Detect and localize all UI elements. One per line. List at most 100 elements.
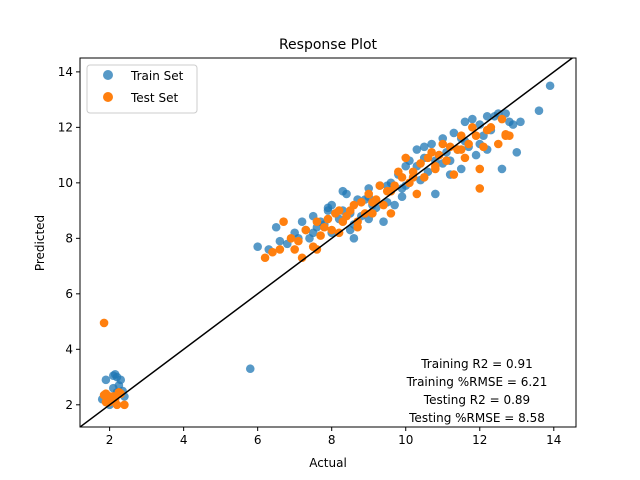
- train-point: [460, 117, 470, 127]
- test-point: [445, 142, 455, 152]
- x-tick-label: 14: [546, 433, 561, 447]
- train-point: [275, 236, 285, 246]
- train-point: [390, 200, 399, 210]
- plot-frame: [79, 57, 577, 428]
- test-point: [434, 150, 444, 160]
- train-point: [116, 375, 126, 385]
- y-tick-label: 14: [58, 65, 73, 79]
- test-point: [99, 318, 109, 328]
- train-point: [397, 192, 407, 202]
- test-point: [312, 217, 322, 226]
- test-set-points: [99, 114, 514, 410]
- test-point: [319, 222, 329, 232]
- test-point: [294, 236, 303, 246]
- train-point: [468, 114, 477, 124]
- y-tick-label: 2: [65, 398, 73, 412]
- x-tick-label: 10: [398, 433, 413, 447]
- x-axis: 2 4 6 8 10 12 14: [106, 427, 561, 447]
- train-point: [297, 217, 307, 226]
- test-point: [101, 397, 111, 407]
- test-point: [323, 214, 333, 224]
- test-point: [486, 123, 496, 132]
- test-point: [427, 148, 436, 157]
- train-point: [253, 242, 262, 251]
- train-point: [497, 164, 507, 174]
- legend-marker-test: [103, 92, 113, 102]
- train-point: [508, 120, 518, 129]
- identity-reference-line: [80, 58, 574, 427]
- test-point: [316, 231, 325, 240]
- train-point: [271, 222, 281, 232]
- y-axis: 2 4 6 8 10 12 14: [58, 65, 80, 412]
- test-point: [460, 153, 470, 163]
- annotation-train-r2: Training R2 = 0.91: [420, 357, 533, 371]
- train-point: [349, 234, 359, 243]
- annotation-test-rmse: Testing %RMSE = 8.58: [408, 411, 545, 425]
- test-point: [353, 217, 362, 226]
- train-point: [534, 106, 544, 116]
- test-point: [297, 253, 307, 263]
- test-point: [368, 209, 377, 218]
- test-point: [375, 181, 385, 190]
- train-point: [449, 128, 459, 138]
- train-point: [456, 164, 466, 174]
- test-point: [120, 400, 129, 410]
- train-point: [427, 139, 436, 149]
- x-tick-label: 12: [472, 433, 487, 447]
- test-point: [442, 156, 451, 165]
- x-tick-label: 6: [254, 433, 262, 447]
- test-point: [464, 139, 473, 149]
- test-point: [493, 139, 503, 149]
- y-axis-label: Predicted: [33, 215, 47, 271]
- test-point: [368, 197, 377, 207]
- train-point: [482, 111, 492, 121]
- legend-box: [86, 64, 198, 114]
- test-point: [357, 197, 366, 207]
- test-point: [412, 189, 422, 199]
- legend-label-train: Train Set: [130, 69, 184, 83]
- annotation-train-rmse: Training %RMSE = 6.21: [406, 375, 548, 389]
- metrics-annotation: Training R2 = 0.91 Training %RMSE = 6.21…: [406, 357, 548, 425]
- plot-area: [80, 58, 574, 427]
- chart-title: Response Plot: [279, 37, 378, 53]
- train-point: [512, 148, 522, 157]
- test-point: [501, 129, 510, 139]
- test-point: [471, 131, 481, 140]
- test-point: [349, 200, 359, 210]
- annotation-test-r2: Testing R2 = 0.89: [423, 393, 530, 407]
- test-point: [364, 189, 374, 199]
- legend-marker-train: [103, 70, 113, 80]
- y-tick-label: 6: [65, 287, 73, 301]
- test-point: [379, 200, 388, 210]
- y-tick-label: 10: [58, 176, 73, 190]
- train-point: [475, 120, 485, 129]
- train-point: [379, 217, 388, 226]
- test-point: [475, 184, 485, 193]
- test-point: [401, 153, 411, 163]
- x-axis-label: Actual: [309, 456, 347, 470]
- test-point: [497, 114, 507, 124]
- test-point: [386, 186, 396, 196]
- train-point: [338, 186, 348, 196]
- test-point: [301, 225, 311, 235]
- test-point: [456, 145, 466, 154]
- test-point: [431, 164, 440, 174]
- legend-label-test: Test Set: [130, 91, 178, 105]
- test-point: [416, 159, 425, 168]
- test-point: [279, 217, 288, 226]
- test-point: [286, 234, 296, 243]
- train-point: [471, 150, 481, 160]
- test-point: [397, 173, 407, 182]
- train-point: [545, 81, 555, 91]
- test-point: [99, 390, 109, 400]
- train-point: [101, 375, 111, 385]
- test-point: [386, 209, 396, 218]
- train-point: [323, 203, 333, 213]
- test-point: [268, 247, 277, 257]
- x-tick-label: 8: [328, 433, 336, 447]
- y-tick-label: 4: [65, 342, 73, 356]
- test-point: [449, 170, 459, 179]
- test-point: [456, 131, 466, 140]
- train-point: [412, 145, 422, 154]
